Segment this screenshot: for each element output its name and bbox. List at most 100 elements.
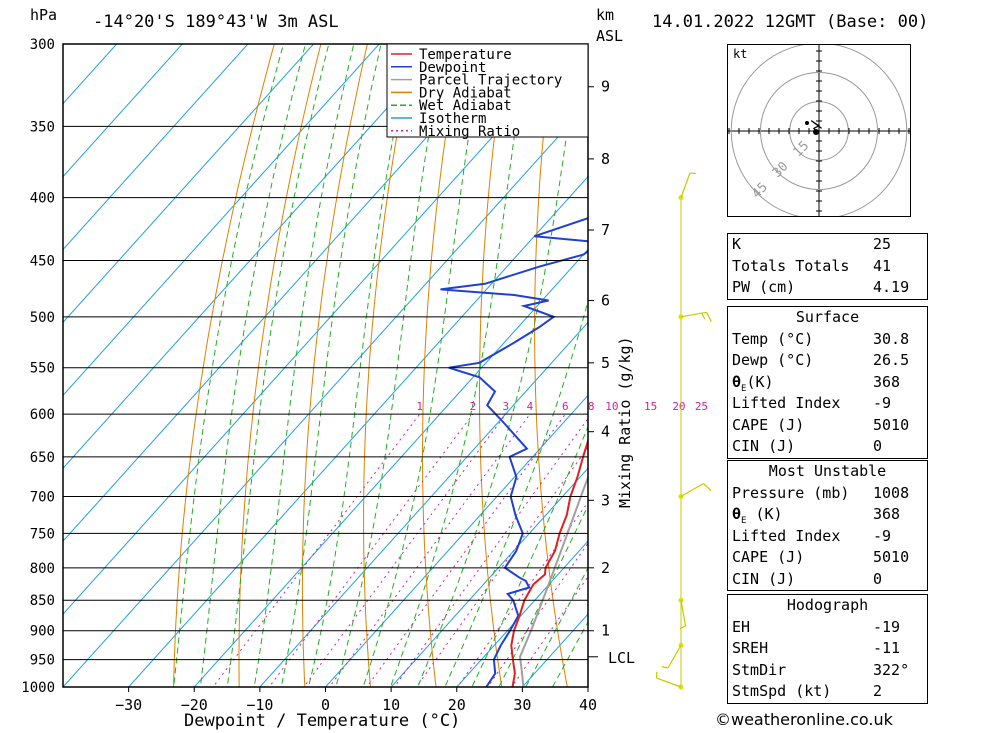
hodograph-panel: kt 15 30 45 — [727, 40, 911, 222]
isotherm-line — [63, 44, 315, 324]
stmspd-label: StmSpd (kt) — [732, 682, 832, 700]
legend-label: Dry Adiabat — [419, 85, 512, 101]
hodograph-point — [805, 121, 809, 125]
isotherm-line — [63, 44, 249, 251]
pressure-tick-label: 850 — [30, 593, 55, 609]
surface-theta-value: 368 — [873, 372, 901, 391]
wet-adiabat-line — [199, 44, 307, 687]
km-tick-label: 1 — [601, 622, 610, 640]
stmdir-label: StmDir — [732, 660, 787, 679]
mu-li-label: Lifted Index — [732, 526, 841, 545]
mixing-ratio-label: 6 — [562, 400, 569, 413]
mixing-ratio-label: 20 — [672, 400, 685, 413]
x-tick-label: −30 — [115, 696, 142, 714]
totals-value: 41 — [873, 256, 892, 275]
storm-motion-marker — [813, 129, 819, 135]
mixing-ratio-line — [415, 446, 588, 687]
sreh-label: SREH — [732, 639, 769, 657]
surface-panel: Surface Temp (°C) 30.8 Dewp (°C) 26.5 θE(K… — [727, 306, 928, 459]
location-title: -14°20'S 189°43'W 3m ASL — [93, 12, 339, 32]
wind-barb-half-flag — [679, 625, 686, 630]
pressure-tick-label: 1000 — [21, 680, 55, 696]
mixing-ratio-line — [366, 413, 566, 687]
temperature-line — [510, 437, 588, 687]
pressure-tick-label: 800 — [30, 561, 55, 577]
lcl-label: LCL — [608, 649, 635, 667]
wet-adiabat-line — [173, 44, 285, 687]
mixing-ratio-label: 4 — [527, 400, 534, 413]
hodograph-table-panel: Hodograph EH -19 SREH -11 StmDir 322° StmSp… — [727, 594, 928, 704]
wind-barb-half-flag — [661, 666, 669, 669]
mixing-ratio-label: 2 — [470, 400, 477, 413]
pressure-tick-label: 700 — [30, 490, 55, 506]
mixing-ratio-label: 10 — [605, 400, 618, 413]
mu-title: Most Unstable — [768, 462, 887, 480]
mu-cape-value: 5010 — [873, 548, 910, 566]
mu-theta-sub: E — [741, 516, 747, 526]
surface-theta-label: θE(K) — [732, 372, 774, 401]
credit-link[interactable]: ©weatheronline.co.uk — [715, 710, 893, 729]
pressure-tick-label: 350 — [30, 119, 55, 135]
mixing-ratio-label: 15 — [644, 400, 657, 413]
mixing-ratio-line — [393, 417, 588, 687]
wind-barb-staff — [680, 173, 691, 198]
isotherm-line — [63, 44, 380, 397]
legend-label: Dewpoint — [419, 60, 486, 76]
axes: 3003504004505005506006507007508008509009… — [21, 37, 635, 714]
mixing-ratio-label: 8 — [588, 400, 595, 413]
sreh-value: -11 — [873, 639, 901, 657]
mu-li-value: -9 — [873, 526, 892, 545]
mixing-ratio-line — [268, 413, 474, 687]
surface-dewp-label: Dewp (°C) — [732, 351, 814, 369]
wind-barb-flag — [703, 483, 712, 492]
km-tick-label: 7 — [601, 221, 610, 239]
wind-barb-staff — [680, 600, 687, 626]
eh-value: -19 — [873, 617, 901, 636]
pressure-tick-label: 300 — [30, 37, 55, 53]
x-axis-label: Dewpoint / Temperature (°C) — [184, 711, 460, 731]
mu-theta-label: θE (K) — [732, 504, 783, 533]
hodo-table-title: Hodograph — [786, 596, 869, 614]
most-unstable-panel: Most Unstable Pressure (mb) 1008 θE (K) 36… — [727, 460, 928, 591]
x-tick-label: −10 — [246, 696, 273, 714]
isotherm-line — [63, 44, 118, 105]
mixing-ratio-line — [456, 501, 588, 687]
surface-theta-symbol: θ — [732, 372, 742, 391]
pressure-tick-label: 450 — [30, 254, 55, 270]
mixing-ratio-label: 3 — [502, 400, 509, 413]
dry-adiabat-line — [965, 0, 1000, 713]
parcel-trajectory-line — [518, 474, 588, 687]
isotherm-line — [127, 175, 588, 687]
pressure-tick-label: 550 — [30, 361, 55, 377]
wet-adiabat-line — [389, 44, 529, 687]
dry-adiabat-line — [921, 0, 1000, 713]
totals-row: Totals Totals 41 — [728, 256, 927, 278]
surface-title: Surface — [795, 308, 860, 326]
wind-barb-flag — [706, 312, 712, 322]
pressure-tick-label: 600 — [30, 407, 55, 423]
datetime-title: 14.01.2022 12GMT (Base: 00) — [652, 12, 928, 32]
indices-panel: K 25 Totals Totals 41 PW (cm) 4.19 — [727, 233, 928, 300]
pw-row: PW (cm) 4.19 — [728, 277, 927, 299]
dry-adiabat-line — [640, 0, 706, 713]
hodograph-ring-label: 45 — [749, 180, 771, 202]
wind-barbs — [655, 172, 712, 690]
surface-cin-label: CIN (J) — [732, 437, 796, 455]
mixing-ratio-line — [328, 413, 531, 687]
wet-adiabat-line — [253, 44, 355, 687]
km-tick-label: 5 — [601, 354, 610, 372]
wet-adiabat-line — [226, 44, 330, 687]
totals-label: Totals Totals — [732, 256, 850, 275]
wet-adiabat-line — [280, 44, 382, 687]
surface-cape-label: CAPE (J) — [732, 415, 805, 434]
x-tick-label: −20 — [181, 696, 208, 714]
height-unit-label: km — [596, 6, 614, 24]
mixing-ratio-labels: 1 2 3 4 6 8 10 15 20 25 — [416, 400, 708, 413]
isotherm-line — [193, 248, 588, 687]
wet-adiabat-line — [525, 566, 588, 687]
hodograph-ring-label: 15 — [791, 138, 813, 160]
k-index-value: 25 — [873, 235, 892, 253]
mixing-ratio-label: 1 — [416, 400, 423, 413]
pw-label: PW (cm) — [732, 278, 796, 296]
